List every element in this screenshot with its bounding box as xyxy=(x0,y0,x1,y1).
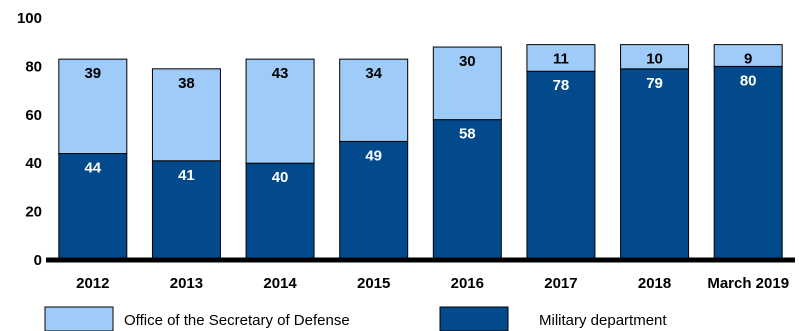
bar-value-label: 40 xyxy=(272,169,289,186)
y-tick-label: 100 xyxy=(17,10,42,27)
bar-segment xyxy=(245,58,315,164)
bar-segment xyxy=(620,68,690,261)
bar-value-label: 39 xyxy=(84,65,101,82)
bar-segment xyxy=(58,58,128,155)
x-tick-label: 2014 xyxy=(263,275,297,292)
x-tick-label: 2015 xyxy=(357,275,390,292)
legend-label-osd: Office of the Secretary of Defense xyxy=(124,312,350,329)
bar-value-label: 9 xyxy=(744,51,752,68)
x-axis: 2012 2013 2014 2015 2016 2017 2018 March 2019 xyxy=(76,275,789,292)
bar-value-label: 34 xyxy=(365,65,382,82)
bar-segment xyxy=(526,44,596,72)
bar-value-label: 79 xyxy=(646,75,663,92)
bar-value-label: 38 xyxy=(178,75,195,92)
bar-value-label: 58 xyxy=(459,126,476,143)
x-tick-label: 2017 xyxy=(544,275,577,292)
x-tick-label: 2018 xyxy=(638,275,671,292)
x-tick-label: March 2019 xyxy=(707,275,789,292)
y-tick-label: 60 xyxy=(25,107,42,124)
bar-value-label: 10 xyxy=(646,51,663,68)
legend: Office of the Secretary of Defense Milit… xyxy=(44,306,667,331)
bar-value-label: 41 xyxy=(178,167,195,184)
bar-segment xyxy=(432,46,502,121)
legend-swatch-military xyxy=(439,306,509,331)
bar-segment xyxy=(151,68,221,162)
bar-segment xyxy=(245,162,315,261)
bar-value-label: 30 xyxy=(459,53,476,70)
y-tick-label: 20 xyxy=(25,204,42,221)
bar-segment xyxy=(339,58,409,142)
bar-value-label: 80 xyxy=(740,72,757,89)
x-tick-label: 2013 xyxy=(170,275,203,292)
bar-segment xyxy=(58,153,128,261)
bar-value-label: 11 xyxy=(553,51,569,68)
y-tick-label: 80 xyxy=(25,58,42,75)
y-tick-label: 0 xyxy=(34,252,42,269)
legend-label-military: Military department xyxy=(539,312,667,329)
bar-segment xyxy=(713,65,783,261)
y-axis: 0 20 40 60 80 100 xyxy=(17,10,42,269)
bar-segment xyxy=(713,44,783,67)
bar-value-label: 43 xyxy=(272,65,289,82)
y-tick-label: 40 xyxy=(25,155,42,172)
legend-swatch-osd xyxy=(44,306,114,331)
bar-value-label: 44 xyxy=(84,160,101,177)
x-tick-label: 2016 xyxy=(451,275,484,292)
bar-segment xyxy=(526,70,596,261)
bar-segment xyxy=(620,44,690,70)
bar-value-label: 49 xyxy=(365,147,382,164)
bars: 44 39 41 38 40 43 49 34 58 30 78 11 79 10 80 9 xyxy=(58,44,783,261)
x-tick-label: 2012 xyxy=(76,275,109,292)
bar-value-label: 78 xyxy=(553,77,570,94)
